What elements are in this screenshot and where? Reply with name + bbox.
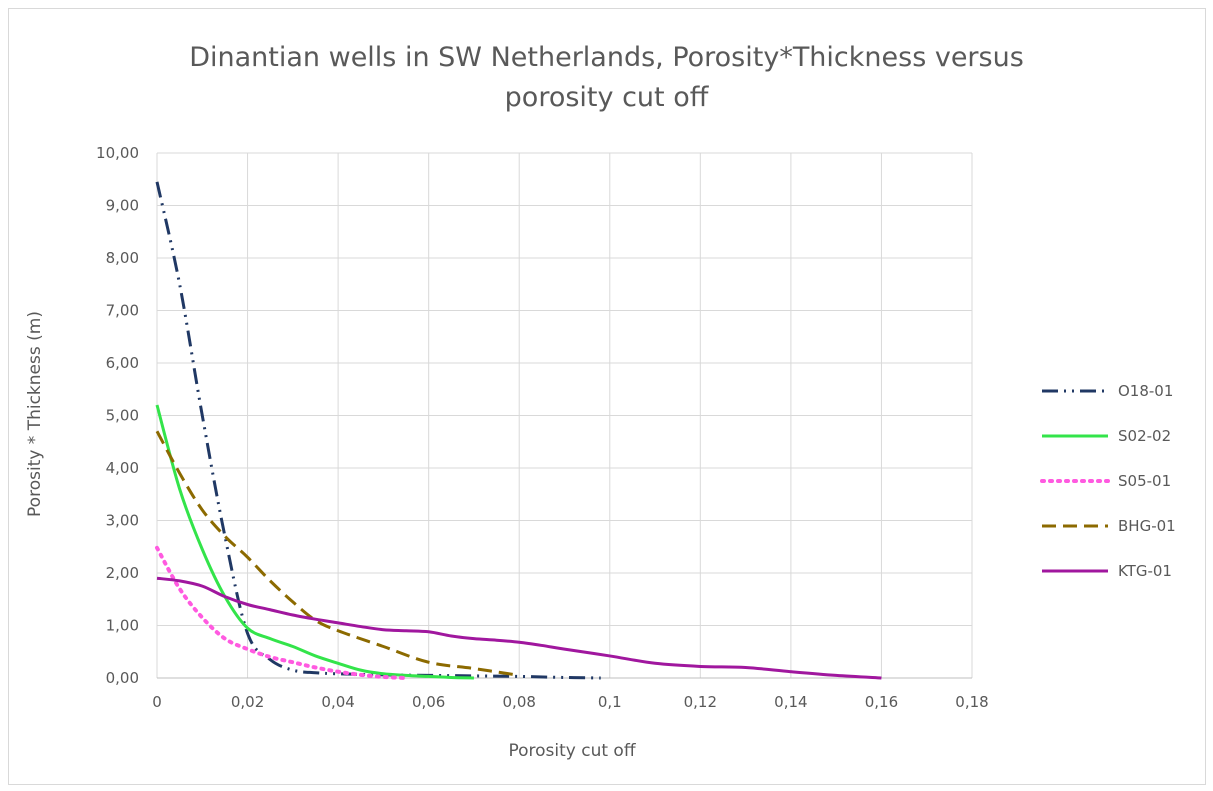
legend-swatch <box>1040 478 1110 483</box>
legend-item: KTG-01 <box>1040 548 1176 593</box>
y-tick-label: 7,00 <box>106 302 139 320</box>
series-line-s02-02 <box>155 404 474 680</box>
series-line-bhg-01 <box>155 430 520 677</box>
y-tick-label: 8,00 <box>106 249 139 267</box>
x-tick-label: 0,04 <box>321 693 354 711</box>
x-axis-label: Porosity cut off <box>508 741 636 761</box>
chart-title: Dinantian wells in SW Netherlands, Poros… <box>0 38 1213 118</box>
x-tick-label: 0 <box>152 693 162 711</box>
y-tick-label: 10,00 <box>96 144 139 162</box>
y-tick-label: 3,00 <box>106 512 139 530</box>
series-lines <box>155 181 882 680</box>
legend-item: O18-01 <box>1040 368 1176 413</box>
series-line-s05-01 <box>155 545 409 680</box>
y-tick-label: 6,00 <box>106 354 139 372</box>
x-tick-label: 0,12 <box>684 693 717 711</box>
legend-item: BHG-01 <box>1040 503 1176 548</box>
y-tick-label: 1,00 <box>106 617 139 635</box>
legend-label: S05-01 <box>1118 471 1172 490</box>
x-tick-label: 0,16 <box>865 693 898 711</box>
x-tick-label: 0,08 <box>503 693 536 711</box>
legend-label: S02-02 <box>1118 426 1172 445</box>
x-tick-label: 0,02 <box>231 693 264 711</box>
y-tick-label: 4,00 <box>106 459 139 477</box>
y-tick-label: 2,00 <box>106 564 139 582</box>
legend-swatch <box>1042 524 1108 527</box>
x-tick-label: 0,18 <box>955 693 988 711</box>
x-tick-labels: 0 0,02 0,04 0,06 0,08 0,1 0,12 0,14 0,16 0,18 <box>152 693 988 711</box>
y-tick-label: 5,00 <box>106 407 139 425</box>
legend-item: S02-02 <box>1040 413 1176 458</box>
chart-title-line-1: Dinantian wells in SW Netherlands, Poros… <box>189 42 1024 73</box>
y-tick-label: 9,00 <box>106 197 139 215</box>
legend-swatch <box>1042 434 1108 437</box>
grid <box>156 152 973 679</box>
x-tick-label: 0,1 <box>598 693 622 711</box>
series-line-ktg-01 <box>156 576 882 680</box>
x-tick-label: 0,06 <box>412 693 445 711</box>
legend-item: S05-01 <box>1040 458 1176 503</box>
x-tick-label: 0,14 <box>774 693 807 711</box>
legend-label: O18-01 <box>1118 381 1174 400</box>
legend-label: KTG-01 <box>1118 561 1172 580</box>
legend: O18-01 S02-02 S05-01 BHG-01 KTG-01 <box>1040 368 1176 593</box>
y-tick-label: 0,00 <box>106 669 139 687</box>
legend-swatch <box>1042 569 1108 572</box>
legend-label: BHG-01 <box>1118 516 1176 535</box>
y-tick-labels: 0,00 1,00 2,00 3,00 4,00 5,00 6,00 7,00 8,00 9,00… <box>96 144 139 687</box>
series-line-o18-01 <box>155 181 601 680</box>
legend-swatch <box>1042 389 1108 392</box>
y-axis-label: Porosity * Thickness (m) <box>25 311 45 517</box>
chart-title-line-2: porosity cut off <box>504 82 709 113</box>
